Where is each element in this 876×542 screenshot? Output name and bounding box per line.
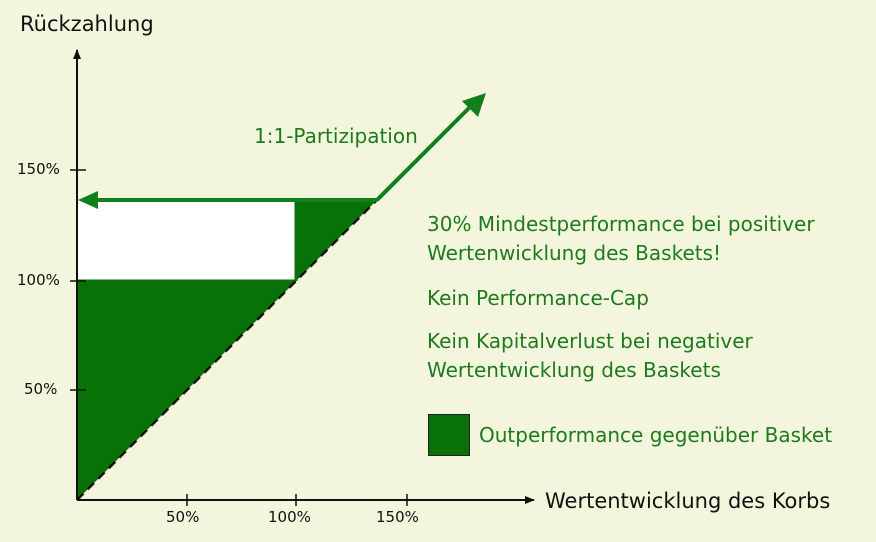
participation-arrow-line [375, 102, 475, 202]
min-performance-band [77, 200, 296, 281]
x-tick-label-50: 50% [166, 508, 200, 526]
no-cap-text: Kein Performance-Cap [427, 286, 649, 310]
x-axis-title: Wertentwicklung des Korbs [545, 489, 831, 513]
basket-diagonal-dashed [76, 199, 378, 501]
y-tick-label-150: 150% [17, 160, 60, 178]
no-loss-text-line2: Wertentwicklung des Baskets [427, 358, 721, 382]
y-tick-label-100: 100% [17, 271, 60, 289]
payoff-level-arrow-head [78, 191, 98, 209]
min-performance-text-line2: Wertenwicklung des Baskets! [427, 241, 722, 265]
min-performance-text-line1: 30% Mindestperformance bei positiver [427, 212, 815, 236]
no-loss-text-line1: Kein Kapitalverlust bei negativer [427, 329, 753, 353]
participation-arrow-head [462, 93, 486, 117]
y-tick-label-50: 50% [24, 380, 58, 398]
y-axis-title: Rückzahlung [20, 12, 154, 36]
x-tick-label-150: 150% [376, 508, 419, 526]
participation-label: 1:1-Partizipation [254, 124, 418, 148]
legend-swatch [428, 414, 470, 456]
legend-label: Outperformance gegenüber Basket [479, 423, 833, 447]
x-tick-label-100: 100% [268, 508, 311, 526]
